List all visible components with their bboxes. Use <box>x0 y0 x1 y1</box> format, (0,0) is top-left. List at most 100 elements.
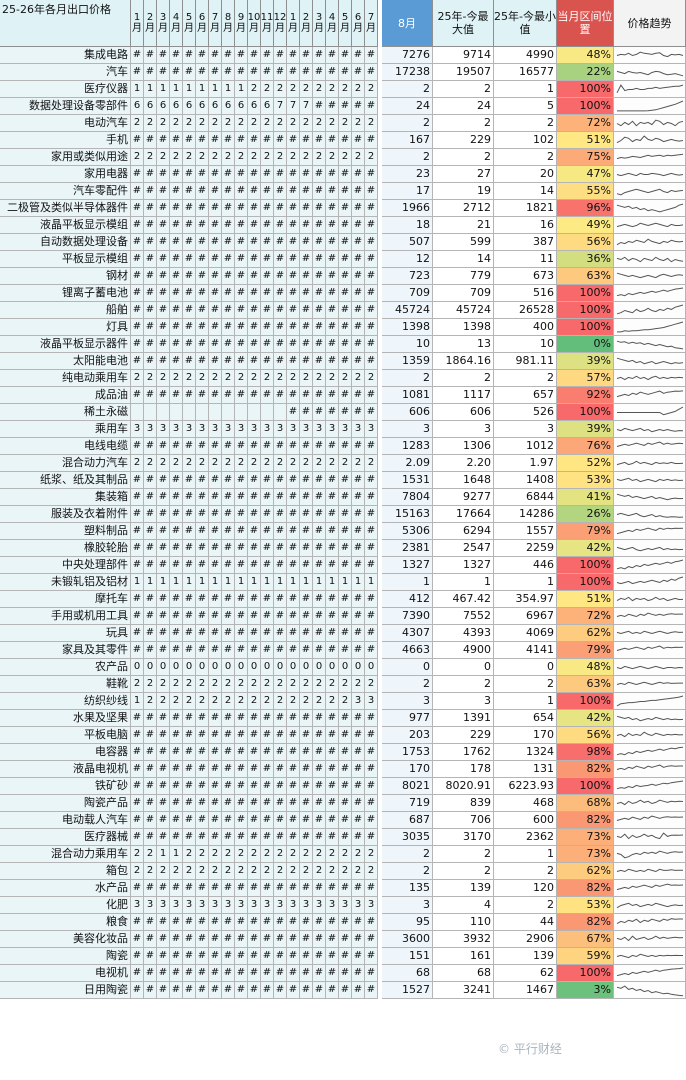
month-value-cell[interactable]: # <box>248 982 261 999</box>
month-value-cell[interactable]: # <box>157 540 170 557</box>
month-value-cell[interactable]: # <box>313 914 326 931</box>
month-value-cell[interactable]: # <box>339 387 352 404</box>
month-value-cell[interactable]: # <box>365 285 378 302</box>
month-value-cell[interactable]: # <box>196 200 209 217</box>
month-value-cell[interactable]: # <box>131 217 144 234</box>
month-value-cell[interactable]: 1 <box>222 81 235 98</box>
month-value-cell[interactable]: # <box>131 982 144 999</box>
min-value-cell[interactable]: 600 <box>494 812 557 829</box>
month-value-cell[interactable]: 2 <box>183 149 196 166</box>
month-value-cell[interactable]: # <box>235 965 248 982</box>
month-value-cell[interactable]: # <box>300 404 313 421</box>
month-value-cell[interactable]: # <box>144 642 157 659</box>
month-value-cell[interactable]: 2 <box>235 455 248 472</box>
min-value-cell[interactable]: 516 <box>494 285 557 302</box>
position-cell[interactable]: 82% <box>557 812 614 829</box>
month-value-cell[interactable]: # <box>248 540 261 557</box>
month-value-cell[interactable]: # <box>287 727 300 744</box>
trend-sparkline-cell[interactable] <box>614 625 686 642</box>
month-value-cell[interactable]: # <box>274 795 287 812</box>
min-value-cell[interactable]: 1 <box>494 846 557 863</box>
month-value-cell[interactable]: # <box>313 387 326 404</box>
month-value-cell[interactable]: # <box>209 795 222 812</box>
month-value-cell[interactable]: 2 <box>339 863 352 880</box>
month-value-cell[interactable]: # <box>248 166 261 183</box>
month-value-cell[interactable]: # <box>144 523 157 540</box>
month-value-cell[interactable]: # <box>170 319 183 336</box>
month-value-cell[interactable]: # <box>339 744 352 761</box>
min-value-cell[interactable]: 4990 <box>494 47 557 64</box>
month-value-cell[interactable]: # <box>313 931 326 948</box>
month-value-cell[interactable]: # <box>365 540 378 557</box>
month-value-cell[interactable] <box>261 404 274 421</box>
month-value-cell[interactable]: 2 <box>300 115 313 132</box>
month-value-cell[interactable]: # <box>183 608 196 625</box>
month-value-cell[interactable]: # <box>209 965 222 982</box>
month-value-cell[interactable]: 0 <box>170 659 183 676</box>
trend-sparkline-cell[interactable] <box>614 404 686 421</box>
month-value-cell[interactable]: # <box>326 200 339 217</box>
month-value-cell[interactable]: # <box>209 540 222 557</box>
month-value-cell[interactable]: # <box>157 234 170 251</box>
month-value-cell[interactable]: # <box>196 523 209 540</box>
month-value-cell[interactable]: # <box>352 285 365 302</box>
month-value-cell[interactable]: # <box>365 251 378 268</box>
min-value-cell[interactable]: 1.97 <box>494 455 557 472</box>
month-value-cell[interactable]: # <box>339 931 352 948</box>
month-value-cell[interactable]: # <box>196 47 209 64</box>
month-value-cell[interactable]: # <box>274 64 287 81</box>
month-value-cell[interactable]: # <box>274 914 287 931</box>
position-cell[interactable]: 100% <box>557 319 614 336</box>
month-value-cell[interactable]: # <box>313 234 326 251</box>
month-value-cell[interactable]: # <box>326 285 339 302</box>
min-value-cell[interactable]: 1 <box>494 574 557 591</box>
month-value-cell[interactable]: # <box>326 557 339 574</box>
current-value-cell[interactable]: 1327 <box>382 557 433 574</box>
current-value-cell[interactable]: 15163 <box>382 506 433 523</box>
month-value-cell[interactable]: 6 <box>209 98 222 115</box>
month-value-cell[interactable]: 2 <box>248 676 261 693</box>
min-value-cell[interactable]: 4069 <box>494 625 557 642</box>
month-value-cell[interactable]: 2 <box>131 863 144 880</box>
month-value-cell[interactable]: # <box>131 591 144 608</box>
month-value-cell[interactable]: # <box>235 931 248 948</box>
month-value-cell[interactable]: # <box>261 982 274 999</box>
month-value-cell[interactable]: 2 <box>326 370 339 387</box>
month-value-cell[interactable]: # <box>365 302 378 319</box>
month-value-cell[interactable]: # <box>131 489 144 506</box>
month-value-cell[interactable]: # <box>326 829 339 846</box>
month-value-cell[interactable]: 1 <box>170 81 183 98</box>
month-value-cell[interactable]: # <box>222 523 235 540</box>
month-value-cell[interactable]: # <box>300 710 313 727</box>
month-value-cell[interactable]: # <box>235 319 248 336</box>
month-value-cell[interactable]: # <box>222 251 235 268</box>
month-value-cell[interactable]: # <box>339 778 352 795</box>
month-value-cell[interactable]: # <box>144 744 157 761</box>
month-value-cell[interactable] <box>235 404 248 421</box>
month-value-cell[interactable]: 2 <box>326 863 339 880</box>
month-value-cell[interactable]: # <box>365 608 378 625</box>
month-value-cell[interactable]: 2 <box>365 370 378 387</box>
max-value-cell[interactable]: 229 <box>433 727 494 744</box>
month-value-cell[interactable]: # <box>313 727 326 744</box>
position-cell[interactable]: 79% <box>557 642 614 659</box>
month-value-cell[interactable]: # <box>196 727 209 744</box>
month-value-cell[interactable]: # <box>313 642 326 659</box>
month-value-cell[interactable]: # <box>352 234 365 251</box>
month-value-cell[interactable]: 2 <box>157 149 170 166</box>
current-value-cell[interactable]: 723 <box>382 268 433 285</box>
month-value-cell[interactable]: # <box>144 778 157 795</box>
month-value-cell[interactable]: # <box>365 472 378 489</box>
current-value-cell[interactable]: 68 <box>382 965 433 982</box>
month-value-cell[interactable]: # <box>235 234 248 251</box>
month-value-cell[interactable]: # <box>261 438 274 455</box>
month-value-cell[interactable]: # <box>339 166 352 183</box>
month-value-cell[interactable]: # <box>248 523 261 540</box>
month-value-cell[interactable]: 2 <box>157 863 170 880</box>
month-value-cell[interactable]: # <box>209 200 222 217</box>
month-value-cell[interactable]: 2 <box>274 370 287 387</box>
month-value-cell[interactable]: # <box>196 319 209 336</box>
month-value-cell[interactable]: # <box>144 829 157 846</box>
current-value-cell[interactable]: 1398 <box>382 319 433 336</box>
current-value-cell[interactable]: 1966 <box>382 200 433 217</box>
